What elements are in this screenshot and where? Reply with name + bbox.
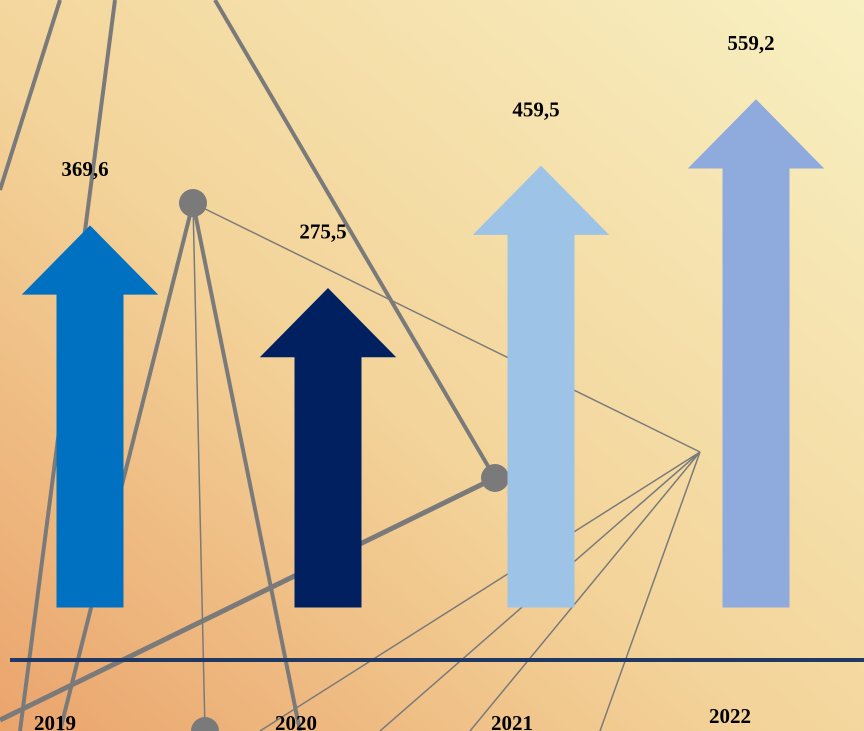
value-label: 459,5 [512,97,559,121]
arrow [687,99,825,608]
value-label: 559,2 [727,31,774,55]
value-label: 275,5 [299,220,346,244]
x-tick-label: 2021 [491,711,533,731]
arrow [472,165,610,608]
x-tick-label: 2020 [275,711,317,731]
arrow [259,288,397,608]
value-label: 369,6 [61,157,108,181]
arrow [21,225,159,608]
x-tick-label: 2022 [709,704,751,728]
x-tick-label: 2019 [34,711,76,731]
